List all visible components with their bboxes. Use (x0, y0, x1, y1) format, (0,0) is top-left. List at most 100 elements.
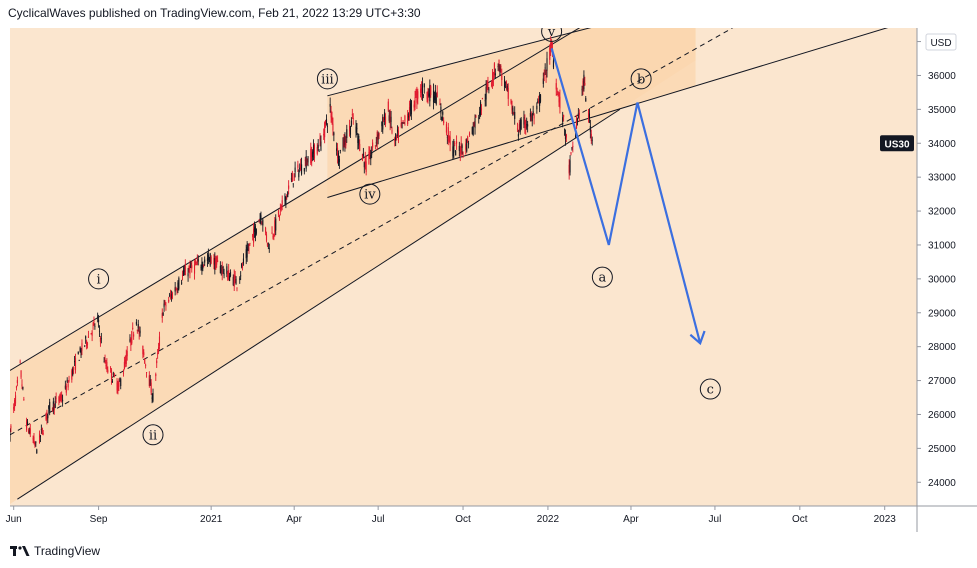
candle-body (533, 114, 535, 119)
candle-body (479, 111, 481, 116)
candle-body (527, 124, 529, 127)
candle-body (291, 173, 293, 182)
candle-body (467, 136, 469, 143)
candle-body (563, 114, 565, 118)
candle-body (583, 74, 585, 90)
candle-body (529, 113, 531, 117)
candle-body (104, 358, 106, 360)
candle-body (241, 265, 244, 268)
candle-body (407, 113, 409, 125)
candle-body (316, 147, 318, 154)
candle-body (21, 384, 23, 387)
candle-body (234, 275, 236, 279)
candle-body (193, 264, 196, 274)
candle-body (371, 151, 373, 155)
candle-body (196, 260, 198, 264)
candle-body (362, 153, 364, 156)
y-tick-label: 28000 (928, 342, 956, 353)
candle-body (364, 158, 366, 163)
wave-label-text: v (547, 25, 556, 40)
candle-body (403, 122, 405, 124)
candle-body (80, 349, 82, 356)
candle-body (501, 75, 503, 81)
candle-body (236, 287, 238, 289)
candle-body (505, 81, 507, 84)
candle-body (26, 421, 29, 425)
candle-body (318, 150, 320, 152)
x-tick-label: Oct (455, 514, 471, 525)
candle-body (59, 394, 61, 401)
candle-body (119, 380, 121, 382)
upper-channel-fill (327, 28, 696, 198)
candle-body (79, 347, 81, 352)
candle-body (404, 115, 406, 122)
candle-body (67, 383, 69, 388)
candle-body (68, 379, 70, 381)
candle-body (201, 262, 203, 270)
candle-body (472, 126, 474, 135)
candle-body (266, 242, 268, 246)
candle-body (13, 406, 15, 410)
wave-label-circle (359, 183, 381, 205)
candle-body (409, 103, 411, 111)
candle-body (33, 436, 35, 444)
candle-body (319, 137, 321, 141)
candle-body (500, 65, 502, 68)
candle-body (486, 85, 488, 88)
candle-body (29, 428, 31, 434)
wave-label-text: iii (321, 72, 333, 87)
candle-body (524, 118, 526, 129)
candle-body (105, 364, 107, 366)
wave-label-b: b (630, 68, 652, 90)
candle-body (575, 118, 578, 129)
candle-body (427, 90, 429, 101)
candle-body (556, 93, 558, 96)
candle-body (189, 265, 191, 275)
y-tick-label: 36000 (928, 71, 956, 82)
candle-body (550, 42, 552, 52)
candle-body (370, 154, 372, 160)
candle-body (324, 122, 326, 138)
candle-body (16, 380, 18, 384)
candle-body (537, 101, 539, 103)
x-tick-label: Apr (623, 514, 639, 525)
candle-body (271, 232, 273, 234)
candle-body (274, 220, 276, 233)
candle-body (136, 329, 138, 331)
candle-body (58, 397, 60, 402)
candle-body (443, 120, 445, 124)
candle-body (191, 265, 193, 269)
candle-body (145, 364, 147, 366)
candle-body (265, 234, 268, 241)
candle-body (369, 149, 371, 159)
candle-body (229, 271, 232, 276)
candle-body (544, 67, 546, 69)
candle-body (122, 372, 125, 374)
candle-body (98, 330, 101, 332)
candle-body (207, 254, 209, 261)
candle-body (350, 120, 352, 127)
candle-body (510, 99, 512, 103)
candle-body (259, 218, 261, 220)
candle-body (182, 269, 185, 276)
tradingview-logo-icon (10, 546, 30, 556)
candle-body (278, 215, 280, 219)
main-channel-fill (10, 28, 696, 504)
candle-body (66, 379, 68, 383)
candle-body (325, 120, 327, 125)
candle-body (123, 361, 125, 370)
candle-body (149, 379, 151, 386)
x-tick-label: 2022 (537, 514, 560, 525)
candle-body (34, 443, 36, 446)
candle-body (265, 227, 267, 233)
candle-body (396, 129, 399, 133)
candle-body (64, 385, 66, 389)
candle-body (85, 336, 87, 339)
candle-body (382, 117, 384, 130)
candle-body (262, 219, 264, 226)
candle-body (480, 108, 483, 111)
y-tick-label: 27000 (928, 376, 956, 387)
candle-body (42, 433, 44, 435)
footer[interactable]: TradingView (10, 542, 100, 560)
